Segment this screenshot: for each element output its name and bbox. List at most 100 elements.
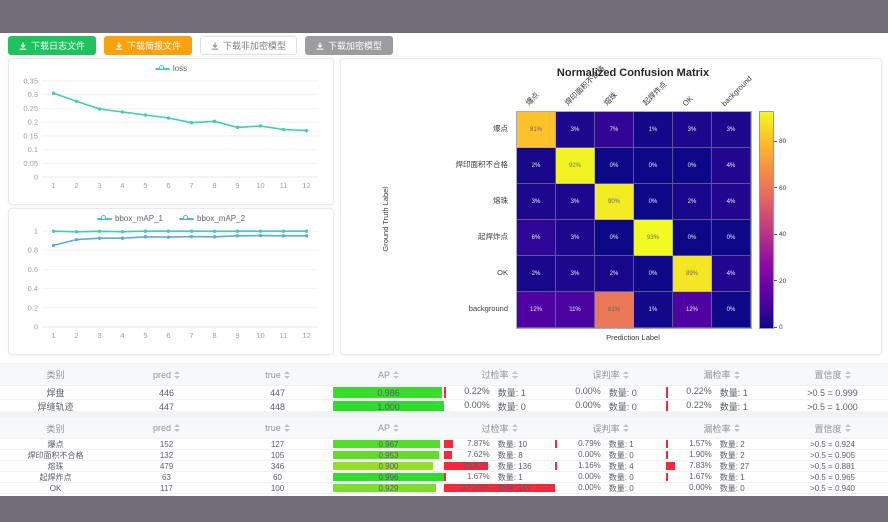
rate-percent: 1.16%: [578, 461, 601, 470]
column-header[interactable]: 置信度: [777, 418, 888, 438]
legend-item-bbox-map-2[interactable]: bbox_mAP_2: [179, 214, 245, 223]
column-header-label: pred: [152, 369, 171, 380]
rate-bar: [666, 451, 669, 459]
download-log-button[interactable]: 下载日志文件: [8, 36, 97, 55]
data-point: [97, 229, 102, 233]
column-header[interactable]: 置信度: [777, 364, 888, 385]
x-tick-label: 5: [143, 331, 147, 340]
rate-count: 数量: 1: [608, 439, 634, 449]
x-tick-label: 2: [74, 331, 78, 340]
rate-count: 数量: 0: [497, 402, 526, 412]
column-header[interactable]: 误判率: [555, 364, 666, 385]
x-tick-label: 11: [280, 331, 288, 340]
legend-line-icon: [96, 215, 112, 220]
rate-count: 数量: 1: [719, 402, 748, 412]
data-point: [304, 234, 309, 238]
rate-count: 数量: 27: [719, 461, 750, 471]
matrix-cell: 90%: [595, 184, 634, 220]
class-name-cell: 爆点: [0, 439, 111, 449]
download-plain-model-button[interactable]: 下载非加密模型: [200, 36, 298, 55]
confidence-value: >0.5 = 0.924: [810, 439, 855, 449]
rate-count: 数量: 0: [608, 483, 634, 493]
misjudge-cell: 0.00% 数量: 0: [555, 386, 666, 399]
column-header-label: 置信度: [814, 370, 842, 380]
sort-icon[interactable]: [393, 370, 399, 379]
matrix-cell: 2%: [595, 256, 634, 292]
column-header[interactable]: true: [222, 364, 333, 385]
column-header-label: AP: [377, 369, 390, 380]
data-point: [212, 229, 217, 233]
sort-icon[interactable]: [622, 424, 629, 432]
table-row: 熔珠 479 346 0.900 39.42% 数量: 136 1.16% 数量: 4 7.83…: [0, 461, 888, 472]
ap-bar: [333, 387, 443, 398]
sort-icon[interactable]: [844, 370, 851, 379]
legend-item-bbox-map-1[interactable]: bbox_mAP_1: [96, 214, 163, 223]
cell-text: OK: [49, 483, 62, 493]
over-detect-cell: 117.00% 数量: 117: [444, 483, 555, 493]
rate-percent: 0.00%: [578, 450, 601, 459]
confidence-cell: >0.5 = 0.881: [777, 461, 888, 471]
column-header[interactable]: pred: [111, 418, 222, 438]
rate-count: 数量: 8: [497, 450, 523, 460]
column-header[interactable]: 过检率: [444, 418, 555, 438]
download-encrypted-model-button[interactable]: 下载加密模型: [305, 36, 394, 55]
ap-bar: [333, 451, 439, 459]
matrix-cell: 0%: [712, 292, 751, 328]
download-encrypted-model-label: 下载加密模型: [328, 41, 383, 51]
sort-icon[interactable]: [622, 370, 629, 379]
confidence-value: >0.5 = 0.881: [810, 461, 855, 471]
download-report-button[interactable]: 下载简报文件: [104, 36, 193, 55]
column-header[interactable]: 误判率: [555, 418, 666, 438]
confusion-matrix-panel: Normalized Confusion Matrix Ground Truth…: [340, 58, 882, 355]
data-point: [258, 124, 263, 128]
rate-count: 数量: 2: [719, 439, 745, 449]
sort-icon[interactable]: [283, 370, 290, 379]
matrix-cell: 6%: [517, 220, 556, 256]
x-tick-label: 4: [120, 181, 124, 190]
confidence-value: >0.5 = 1.000: [807, 401, 858, 412]
sort-icon[interactable]: [733, 370, 740, 379]
confidence-cell: >0.5 = 0.965: [777, 472, 888, 482]
confidence-value: >0.5 = 0.999: [807, 387, 858, 398]
pred-cell: 479: [111, 461, 222, 471]
column-header-label: 置信度: [814, 423, 842, 434]
sort-icon[interactable]: [174, 424, 180, 432]
ap-value: 0.929: [378, 483, 399, 493]
matrix-cell: 12%: [517, 292, 556, 328]
rate-bar: [666, 440, 668, 448]
legend-item-loss[interactable]: loss: [154, 64, 187, 73]
column-header[interactable]: 漏检率: [666, 364, 777, 385]
rate-percent: 0.00%: [575, 400, 601, 410]
column-header[interactable]: AP: [333, 364, 444, 385]
matrix-col-label: background: [719, 73, 754, 108]
column-header[interactable]: 过检率: [444, 364, 555, 385]
sort-icon[interactable]: [733, 424, 740, 432]
pred-cell: 117: [111, 483, 222, 493]
sort-icon[interactable]: [174, 370, 180, 379]
sort-icon[interactable]: [511, 424, 518, 432]
sort-icon[interactable]: [393, 424, 399, 432]
matrix-cell: 0%: [595, 148, 634, 184]
x-tick-label: 3: [97, 181, 101, 190]
sort-icon[interactable]: [511, 370, 518, 379]
column-header-label: 漏检率: [703, 423, 731, 434]
rate-percent: 0.79%: [578, 439, 601, 448]
sort-icon[interactable]: [844, 424, 851, 432]
y-tick-label: 0.25: [23, 104, 38, 113]
column-header[interactable]: pred: [111, 364, 222, 385]
rate-percent: 1.67%: [689, 472, 712, 481]
y-tick-label: 0.6: [28, 265, 38, 274]
sort-icon[interactable]: [283, 424, 290, 432]
x-tick-label: 8: [212, 181, 216, 190]
column-header[interactable]: AP: [333, 418, 444, 438]
cell-text: 焊印面积不合格: [27, 450, 84, 460]
colorbar-tick-label: 80: [774, 138, 786, 145]
ap-bar: [333, 462, 433, 470]
window-chrome-bottom: [0, 496, 888, 522]
column-header[interactable]: true: [222, 418, 333, 438]
cell-text: 100: [270, 483, 285, 493]
class-name-cell: OK: [0, 483, 111, 493]
column-header[interactable]: 漏检率: [666, 418, 777, 438]
true-cell: 127: [222, 439, 333, 449]
